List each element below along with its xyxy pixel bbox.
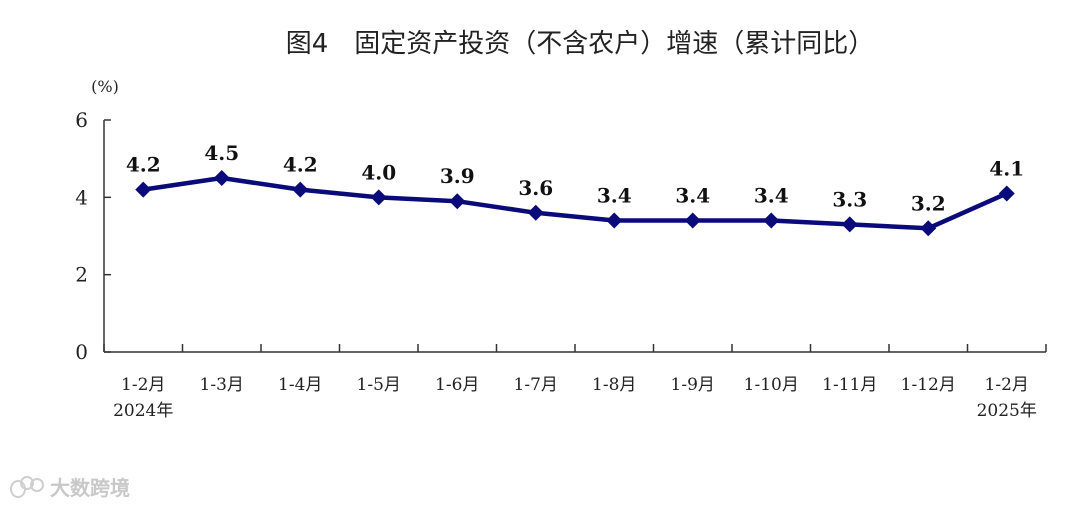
x-tick-label: 1-6月 bbox=[435, 375, 479, 395]
data-point-marker bbox=[292, 181, 309, 198]
x-tick-label: 1-9月 bbox=[671, 375, 715, 395]
y-tick-label: 0 bbox=[75, 340, 88, 364]
data-point-marker bbox=[449, 193, 466, 210]
logo-icon bbox=[10, 475, 44, 498]
data-point-marker bbox=[998, 185, 1015, 202]
data-label: 4.0 bbox=[361, 160, 396, 184]
x-tick-label: 1-3月 bbox=[200, 375, 244, 395]
x-tick-label: 1-12月 bbox=[901, 375, 956, 395]
data-label: 4.1 bbox=[989, 156, 1024, 180]
data-label: 4.2 bbox=[126, 153, 161, 177]
chart-title: 图4 固定资产投资（不含农户）增速（累计同比） bbox=[286, 29, 875, 59]
x-tick-label: 1-2月 bbox=[985, 375, 1029, 395]
data-label: 4.5 bbox=[204, 141, 239, 165]
data-label: 3.3 bbox=[832, 187, 867, 211]
watermark: 大数跨境 bbox=[10, 472, 130, 501]
data-label: 3.4 bbox=[675, 184, 710, 208]
y-tick-label: 2 bbox=[75, 263, 88, 287]
y-unit-label: (%) bbox=[91, 77, 119, 96]
data-markers bbox=[135, 170, 1015, 237]
series-path bbox=[142, 175, 1008, 231]
x-tick-label: 1-2月 bbox=[121, 375, 165, 395]
x-tick-label: 1-10月 bbox=[744, 375, 799, 395]
data-label: 3.9 bbox=[440, 164, 475, 188]
data-label: 3.4 bbox=[597, 184, 632, 208]
data-point-marker bbox=[841, 216, 858, 233]
x-tick-sublabel: 2024年 bbox=[113, 401, 173, 421]
data-point-marker bbox=[213, 170, 230, 186]
y-ticks: 0 2 4 6 bbox=[75, 108, 111, 364]
data-label: 3.4 bbox=[754, 184, 789, 208]
data-point-marker bbox=[370, 189, 387, 206]
data-point-marker bbox=[527, 204, 544, 221]
y-tick-label: 4 bbox=[75, 185, 88, 209]
data-point-marker bbox=[606, 212, 623, 229]
x-tick-label: 1-11月 bbox=[822, 375, 877, 395]
series-line bbox=[142, 175, 1008, 231]
x-tick-labels: 1-2月 2024年 1-3月 1-4月 1-5月 1-6月 1-7月 1-8月 1-9月 1-1… bbox=[103, 344, 1047, 421]
data-point-marker bbox=[135, 181, 152, 198]
x-tick-label: 1-5月 bbox=[357, 375, 401, 395]
data-label: 4.2 bbox=[283, 153, 318, 177]
data-point-marker bbox=[920, 220, 937, 237]
axes bbox=[103, 120, 1046, 353]
y-tick-label: 6 bbox=[75, 108, 88, 132]
x-tick-label: 1-4月 bbox=[278, 375, 322, 395]
data-label: 3.6 bbox=[518, 176, 553, 200]
data-labels: 4.2 4.5 4.2 4.0 3.9 3.6 3.4 3.4 3.4 3.3 3.2 4.1 bbox=[126, 141, 1024, 215]
data-label: 3.2 bbox=[911, 191, 946, 215]
watermark-text: 大数跨境 bbox=[50, 476, 130, 500]
data-point-marker bbox=[684, 212, 701, 229]
x-tick-sublabel: 2025年 bbox=[977, 401, 1037, 421]
x-tick-label: 1-8月 bbox=[592, 375, 636, 395]
data-point-marker bbox=[763, 212, 780, 229]
x-tick-label: 1-7月 bbox=[514, 375, 558, 395]
